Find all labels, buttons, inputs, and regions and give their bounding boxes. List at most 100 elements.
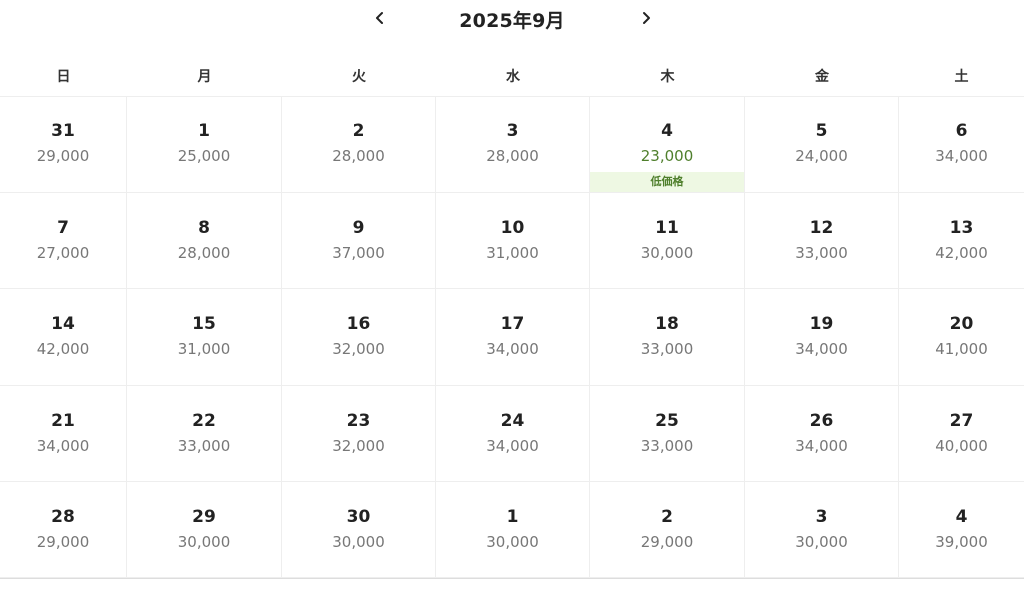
day-price: 34,000 bbox=[795, 340, 848, 358]
day-price: 31,000 bbox=[486, 244, 539, 262]
day-price: 34,000 bbox=[486, 437, 539, 455]
calendar-day-cell[interactable]: 28 29,000 bbox=[0, 482, 127, 578]
calendar-day-cell[interactable]: 19 34,000 bbox=[745, 289, 899, 386]
day-number: 2 bbox=[352, 121, 365, 141]
day-number: 3 bbox=[815, 507, 828, 527]
calendar-day-cell[interactable]: 21 34,000 bbox=[0, 386, 127, 482]
day-price: 30,000 bbox=[795, 533, 848, 551]
weekday-sat: 土 bbox=[954, 69, 969, 85]
day-number: 26 bbox=[809, 411, 834, 431]
bottom-divider bbox=[0, 578, 1024, 589]
chevron-left-icon bbox=[376, 12, 383, 24]
day-number: 4 bbox=[661, 121, 673, 141]
day-number: 31 bbox=[51, 121, 75, 141]
day-number: 21 bbox=[51, 411, 75, 431]
day-price: 33,000 bbox=[640, 340, 694, 358]
calendar-day-cell[interactable]: 5 24,000 bbox=[745, 96, 899, 193]
calendar-day-cell[interactable]: 2 28,000 bbox=[282, 96, 436, 193]
day-price: 29,000 bbox=[36, 147, 90, 165]
day-price: 40,000 bbox=[935, 437, 988, 455]
day-number: 27 bbox=[949, 411, 974, 431]
day-price: 39,000 bbox=[935, 533, 988, 551]
calendar-day-cell[interactable]: 3 30,000 bbox=[745, 482, 899, 578]
weekday-fri: 金 bbox=[815, 69, 829, 85]
chevron-right-icon bbox=[643, 12, 650, 24]
calendar-day-cell[interactable]: 1 25,000 bbox=[127, 96, 282, 193]
weekday-wed: 水 bbox=[506, 69, 520, 85]
day-number: 25 bbox=[655, 411, 679, 431]
day-number: 16 bbox=[346, 314, 371, 334]
day-price: 42,000 bbox=[935, 244, 988, 262]
calendar-day-cell[interactable]: 12 33,000 bbox=[745, 193, 899, 289]
day-price: 27,000 bbox=[36, 244, 90, 262]
calendar-day-cell[interactable]: 26 34,000 bbox=[745, 386, 899, 482]
calendar-day-cell[interactable]: 23 32,000 bbox=[282, 386, 436, 482]
day-number: 24 bbox=[500, 411, 525, 431]
calendar-day-cell[interactable]: 27 40,000 bbox=[899, 386, 1024, 482]
day-number: 1 bbox=[198, 121, 210, 141]
day-price: 34,000 bbox=[795, 437, 848, 455]
calendar-day-cell[interactable]: 31 29,000 bbox=[0, 96, 127, 193]
calendar-day-cell[interactable]: 29 30,000 bbox=[127, 482, 282, 578]
day-number: 3 bbox=[506, 121, 519, 141]
calendar-header: 2025年9月 bbox=[0, 0, 1024, 40]
calendar-day-cell[interactable]: 13 42,000 bbox=[899, 193, 1024, 289]
low-price-badge: 低価格 bbox=[590, 172, 744, 192]
day-number: 1 bbox=[506, 507, 519, 527]
calendar-day-cell[interactable]: 4 39,000 bbox=[899, 482, 1024, 578]
day-number: 2 bbox=[661, 507, 673, 527]
day-price: 30,000 bbox=[177, 533, 231, 551]
calendar-day-cell[interactable]: 3 28,000 bbox=[436, 96, 590, 193]
calendar-day-cell[interactable]: 17 34,000 bbox=[436, 289, 590, 386]
calendar-day-cell[interactable]: 24 34,000 bbox=[436, 386, 590, 482]
calendar-day-cell[interactable]: 25 33,000 bbox=[590, 386, 745, 482]
next-month-button[interactable] bbox=[632, 4, 660, 32]
day-number: 7 bbox=[57, 218, 69, 238]
calendar-day-cell[interactable]: 14 42,000 bbox=[0, 289, 127, 386]
day-number: 11 bbox=[655, 218, 679, 238]
calendar-day-cell[interactable]: 1 30,000 bbox=[436, 482, 590, 578]
day-price: 29,000 bbox=[36, 533, 90, 551]
calendar-day-cell[interactable]: 6 34,000 bbox=[899, 96, 1024, 193]
day-price: 29,000 bbox=[640, 533, 694, 551]
calendar-day-cell[interactable]: 11 30,000 bbox=[590, 193, 745, 289]
prev-month-button[interactable] bbox=[366, 4, 394, 32]
calendar-day-cell[interactable]: 4 23,000 低価格 bbox=[590, 96, 745, 193]
day-number: 10 bbox=[500, 218, 525, 238]
day-price: 32,000 bbox=[332, 340, 385, 358]
day-price: 23,000 bbox=[640, 147, 694, 165]
day-number: 30 bbox=[346, 507, 371, 527]
calendar-day-cell[interactable]: 8 28,000 bbox=[127, 193, 282, 289]
day-number: 12 bbox=[809, 218, 834, 238]
calendar-day-cell[interactable]: 22 33,000 bbox=[127, 386, 282, 482]
calendar-day-cell[interactable]: 2 29,000 bbox=[590, 482, 745, 578]
day-number: 4 bbox=[955, 507, 968, 527]
day-price: 32,000 bbox=[332, 437, 385, 455]
day-price: 33,000 bbox=[795, 244, 848, 262]
weekday-mon: 月 bbox=[197, 69, 212, 85]
day-price: 34,000 bbox=[935, 147, 988, 165]
day-price: 34,000 bbox=[36, 437, 90, 455]
calendar-day-cell[interactable]: 20 41,000 bbox=[899, 289, 1024, 386]
calendar-day-cell[interactable]: 16 32,000 bbox=[282, 289, 436, 386]
day-number: 29 bbox=[192, 507, 216, 527]
calendar-day-cell[interactable]: 30 30,000 bbox=[282, 482, 436, 578]
calendar-day-cell[interactable]: 10 31,000 bbox=[436, 193, 590, 289]
day-number: 22 bbox=[192, 411, 216, 431]
day-number: 9 bbox=[352, 218, 365, 238]
day-price: 41,000 bbox=[935, 340, 988, 358]
day-number: 14 bbox=[51, 314, 75, 334]
calendar-day-cell[interactable]: 9 37,000 bbox=[282, 193, 436, 289]
calendar-day-cell[interactable]: 15 31,000 bbox=[127, 289, 282, 386]
day-number: 8 bbox=[198, 218, 210, 238]
calendar-day-cell[interactable]: 18 33,000 bbox=[590, 289, 745, 386]
day-price: 42,000 bbox=[36, 340, 90, 358]
day-price: 33,000 bbox=[640, 437, 694, 455]
day-number: 28 bbox=[51, 507, 75, 527]
calendar-day-cell[interactable]: 7 27,000 bbox=[0, 193, 127, 289]
day-price: 28,000 bbox=[486, 147, 539, 165]
month-title: 2025年9月 bbox=[459, 10, 565, 32]
day-number: 18 bbox=[655, 314, 679, 334]
day-price: 30,000 bbox=[332, 533, 385, 551]
day-price: 37,000 bbox=[332, 244, 385, 262]
